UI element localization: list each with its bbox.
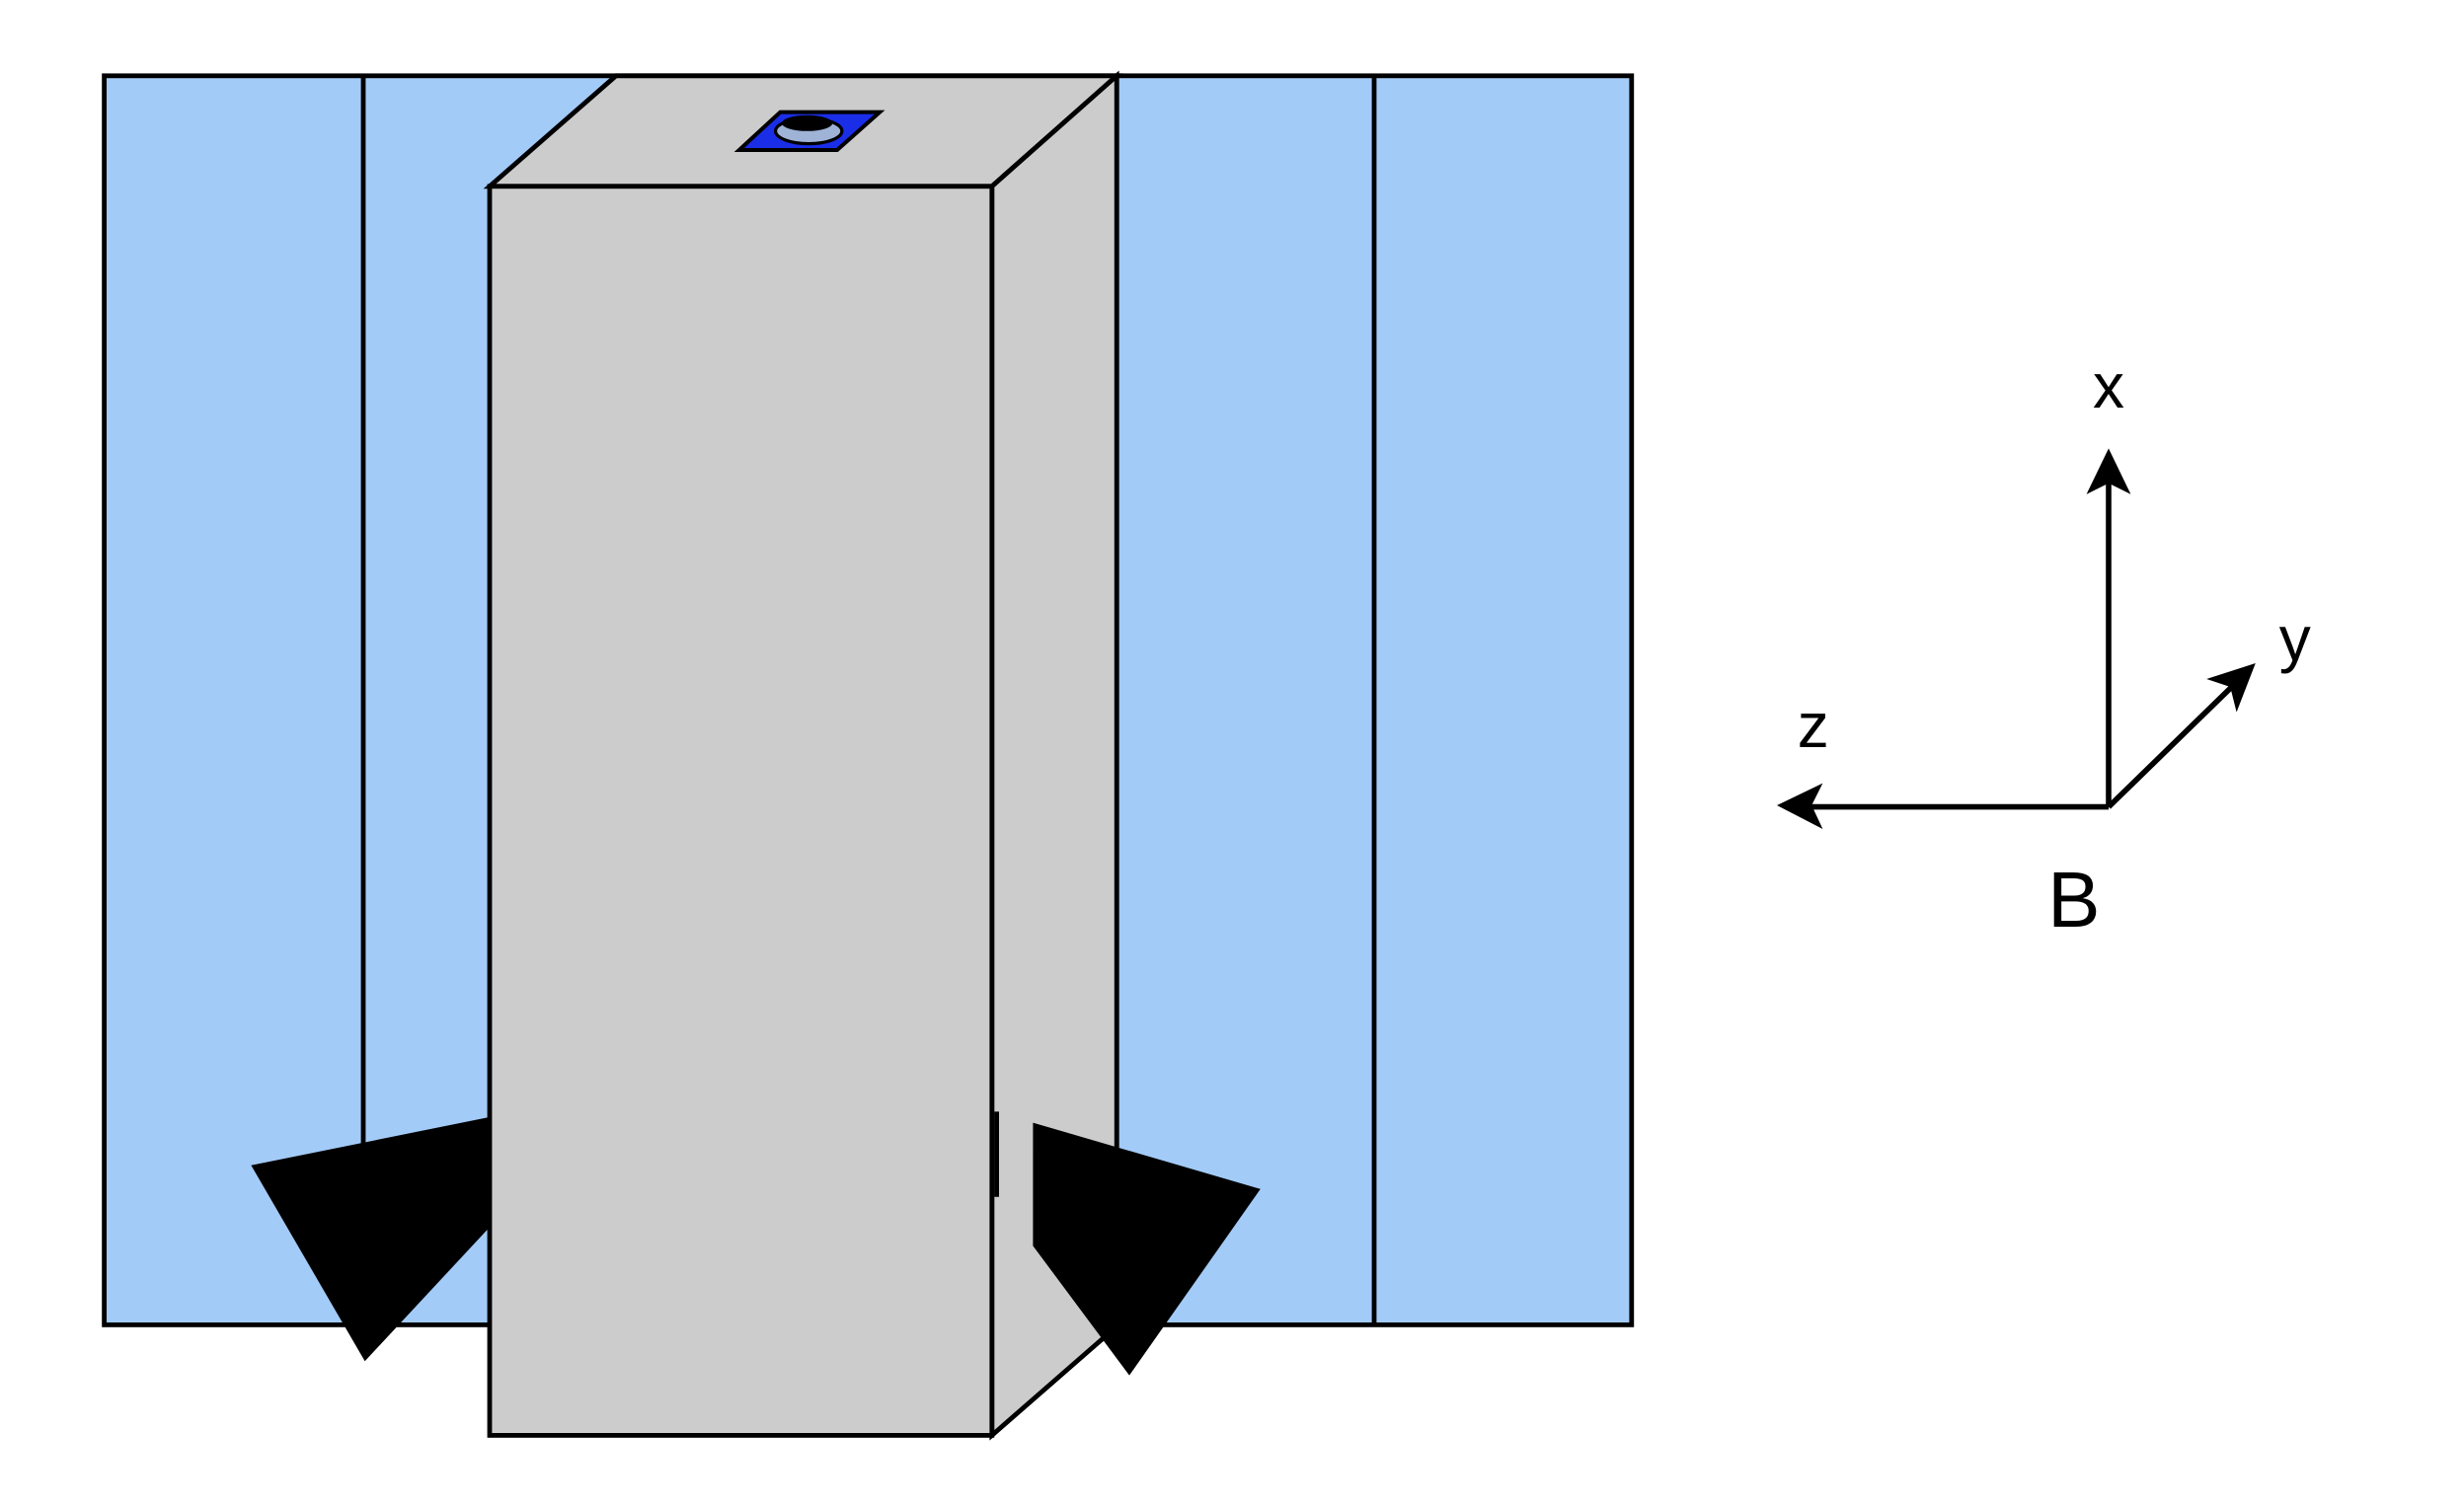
y-axis-label: y <box>2279 603 2311 674</box>
left-arrowhead <box>251 1116 494 1362</box>
top-aperture <box>733 110 886 152</box>
x-axis-arrowhead <box>2086 448 2131 494</box>
right-arrowhead <box>1033 1122 1261 1376</box>
z-axis-label: z <box>1798 690 1829 761</box>
x-axis-label: x <box>2093 350 2124 421</box>
aperture-hole <box>782 114 833 131</box>
coordinate-axes: x y z B <box>1777 350 2311 943</box>
y-axis-arrowhead <box>2206 663 2256 713</box>
y-axis-line <box>2107 680 2239 809</box>
z-axis-arrowhead <box>1777 783 1823 829</box>
origin-label: B <box>2047 856 2100 943</box>
box-front-face <box>487 184 995 1438</box>
